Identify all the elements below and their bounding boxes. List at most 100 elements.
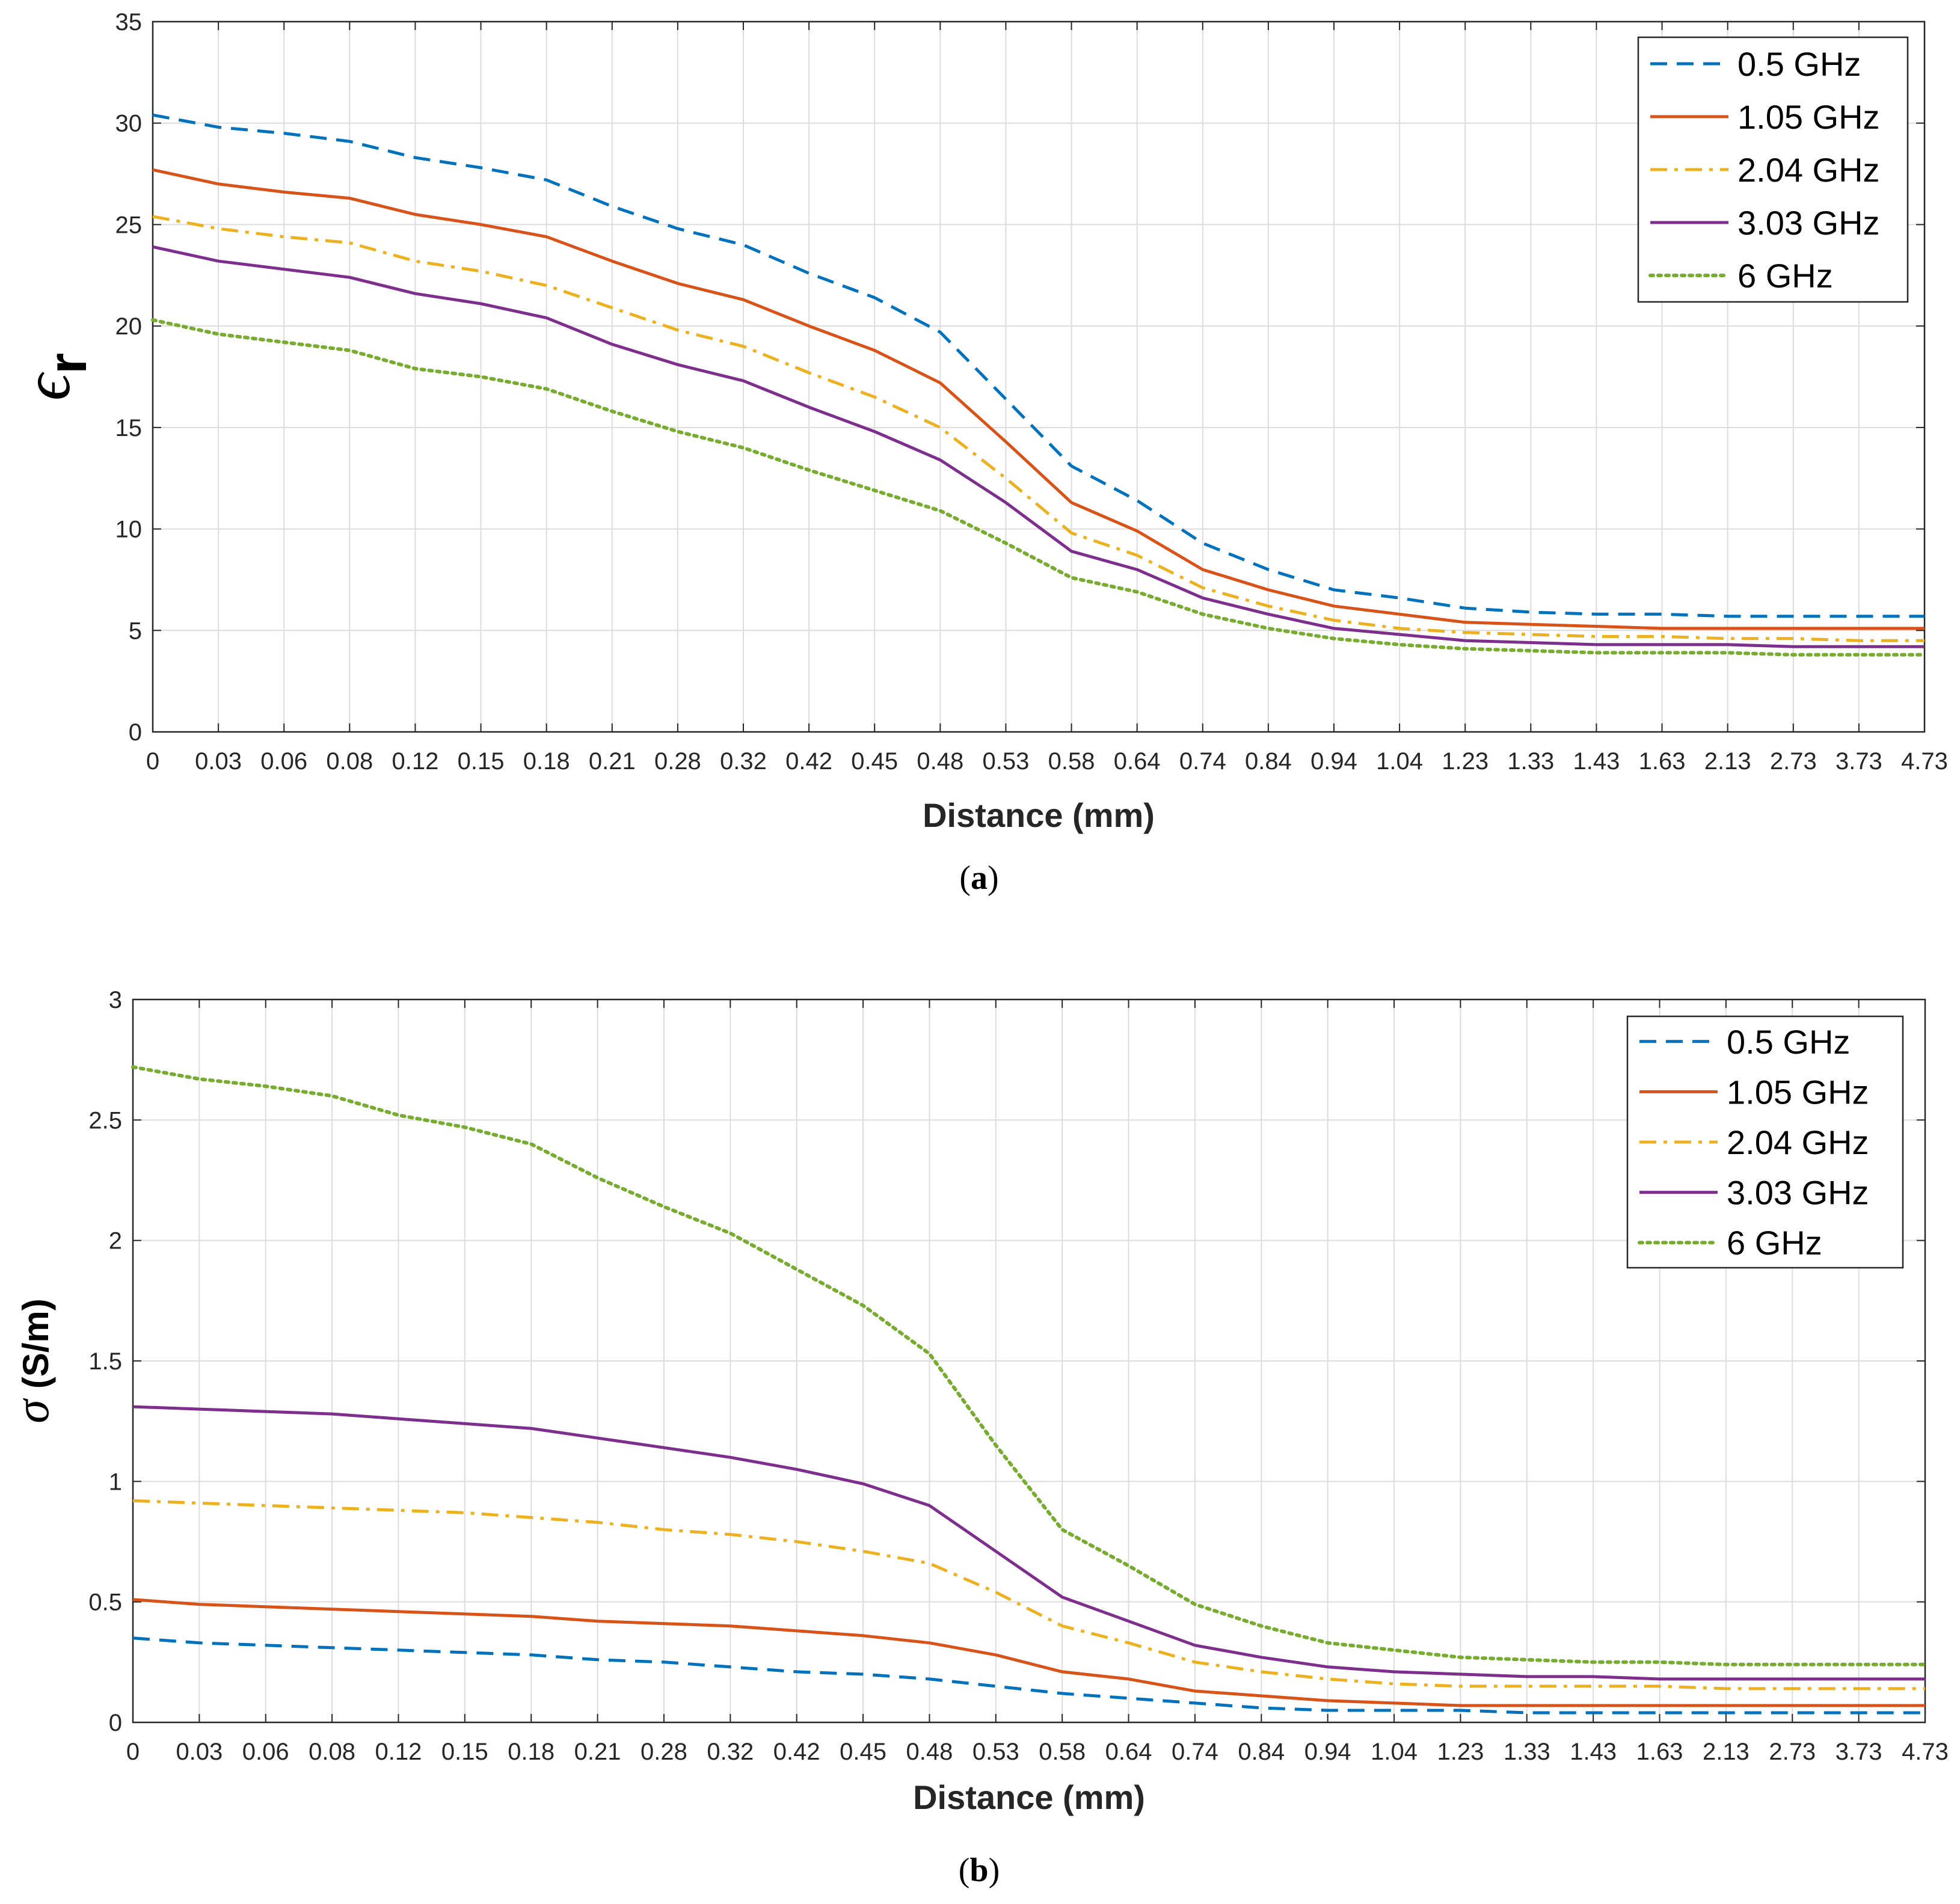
- x-axis-title: Distance (mm): [923, 796, 1155, 834]
- x-tick-label: 0.28: [654, 748, 701, 775]
- x-tick-label: 2.13: [1703, 1739, 1750, 1765]
- x-tick-label: 0.84: [1245, 748, 1292, 775]
- x-tick-label: 0.58: [1048, 748, 1095, 775]
- x-tick-label: 1.23: [1442, 748, 1488, 775]
- x-tick-label: 3.73: [1836, 748, 1882, 775]
- series-line-6-GHz: [151, 318, 1926, 657]
- x-tick-label: 1.43: [1570, 1739, 1617, 1765]
- x-tick-label: 1.63: [1639, 748, 1686, 775]
- legend: 0.5 GHz 1.05 GHz 2.04 GHz 3.03 GHz 6 GHz: [1637, 36, 1909, 303]
- y-tick-label: 2.5: [88, 1107, 122, 1134]
- x-tick-label: 1.04: [1371, 1739, 1418, 1765]
- x-tick-label: 0.74: [1179, 748, 1226, 775]
- panel-caption-close: ): [989, 1852, 1000, 1889]
- y-axis-title: ϵr: [10, 353, 98, 401]
- x-tick-label: 0.08: [326, 748, 373, 775]
- y-axis-symbol: σ: [6, 1398, 59, 1423]
- x-tick-label: 0.84: [1238, 1739, 1285, 1765]
- x-tick-label: 0.94: [1310, 748, 1357, 775]
- x-tick-label: 0.21: [589, 748, 636, 775]
- x-tick-label: 0.06: [242, 1739, 289, 1765]
- legend-label: 2.04 GHz: [1727, 1123, 1869, 1161]
- x-tick-label: 4.73: [1902, 1739, 1949, 1765]
- x-tick-label: 0.03: [176, 1739, 223, 1765]
- series-line-3_03-GHz: [132, 1405, 1925, 1681]
- x-tick-label: 0.18: [523, 748, 570, 775]
- y-tick-label: 0.5: [88, 1589, 122, 1616]
- x-tick-label: 1.33: [1507, 748, 1554, 775]
- x-tick-label: 0.42: [773, 1739, 820, 1765]
- y-axis-title: σ (S/m): [6, 1298, 59, 1423]
- x-tick-label: 0: [126, 1739, 140, 1765]
- legend-label: 3.03 GHz: [1727, 1174, 1869, 1212]
- x-tick-label: 0: [146, 748, 159, 775]
- panel-caption-close: ): [988, 859, 999, 897]
- y-tick-label: 25: [115, 212, 143, 238]
- y-tick-label: 10: [115, 517, 143, 543]
- x-tick-label: 1.43: [1573, 748, 1620, 775]
- x-tick-label: 1.63: [1636, 1739, 1683, 1765]
- x-tick-label: 0.12: [375, 1739, 422, 1765]
- series-line-1_05-GHz: [152, 168, 1925, 630]
- x-tick-label: 0.18: [508, 1739, 555, 1765]
- x-tick-label: 0.45: [840, 1739, 886, 1765]
- x-tick-label: 0.45: [851, 748, 898, 775]
- legend-label: 0.5 GHz: [1727, 1023, 1850, 1061]
- y-tick-label: 2: [109, 1228, 122, 1254]
- series-line-0_5-GHz: [152, 113, 1925, 618]
- chart-a: 0 0.03 0.06 0.08 0.12 0.15 0.18 0.21 0.28 0.32 0.4…: [10, 9, 1948, 897]
- chart-b: 0 0.03 0.06 0.08 0.12 0.15 0.18 0.21 0.28 0.32 0.4…: [6, 987, 1949, 1889]
- x-tick-label: 0.15: [458, 748, 505, 775]
- legend-label: 1.05 GHz: [1727, 1073, 1869, 1111]
- x-tick-label: 1.23: [1437, 1739, 1484, 1765]
- y-tick-label: 30: [115, 111, 143, 137]
- x-tick-label: 0.48: [906, 1739, 953, 1765]
- x-tick-label: 0.12: [392, 748, 439, 775]
- x-tick-label: 0.42: [785, 748, 832, 775]
- x-tick-label: 0.03: [195, 748, 242, 775]
- panel-caption-open: (: [959, 859, 971, 897]
- legend-box: [1637, 36, 1909, 303]
- x-tick-label: 0.58: [1039, 1739, 1086, 1765]
- legend-box: [1626, 1015, 1904, 1269]
- y-axis-unit: (S/m): [16, 1298, 56, 1389]
- x-tick-label: 0.53: [983, 748, 1030, 775]
- x-tick-label: 0.74: [1172, 1739, 1218, 1765]
- series-line-1_05-GHz: [132, 1598, 1925, 1707]
- y-tick-label: 0: [129, 719, 142, 746]
- panel-caption-letter: b: [969, 1852, 988, 1889]
- x-tick-label: 0.32: [707, 1739, 754, 1765]
- x-tick-label: 0.06: [260, 748, 307, 775]
- x-axis-title: Distance (mm): [913, 1778, 1145, 1816]
- legend-label: 6 GHz: [1727, 1224, 1822, 1262]
- series-line-3_03-GHz: [152, 245, 1925, 648]
- y-tick-label: 20: [115, 313, 143, 340]
- x-tick-label: 0.15: [441, 1739, 488, 1765]
- legend: 0.5 GHz 1.05 GHz 2.04 GHz 3.03 GHz 6 GHz: [1626, 1015, 1904, 1269]
- x-tick-label: 2.13: [1704, 748, 1751, 775]
- x-tick-label: 0.53: [972, 1739, 1019, 1765]
- panel-caption-open: (: [959, 1852, 970, 1889]
- panel-caption-letter: a: [971, 859, 988, 897]
- x-tick-label: 0.21: [574, 1739, 621, 1765]
- x-tick-label: 0.28: [641, 1739, 687, 1765]
- series-line-2_04-GHz: [152, 215, 1925, 642]
- y-axis-symbol: ϵ: [10, 372, 84, 401]
- y-tick-label: 0: [109, 1710, 122, 1736]
- x-tick-label: 1.33: [1504, 1739, 1550, 1765]
- x-tick-label: 0.32: [720, 748, 767, 775]
- x-tick-label: 0.94: [1304, 1739, 1351, 1765]
- y-tick-label: 1.5: [88, 1348, 122, 1375]
- series-line-6-GHz: [131, 1065, 1927, 1666]
- y-tick-label: 15: [115, 415, 143, 441]
- panel-caption: (a): [959, 859, 998, 897]
- x-tick-label: 1.04: [1376, 748, 1423, 775]
- y-tick-label: 5: [129, 618, 142, 644]
- legend-label: 1.05 GHz: [1737, 98, 1880, 136]
- legend-label: 6 GHz: [1737, 257, 1833, 295]
- panel-caption: (b): [959, 1852, 1000, 1889]
- legend-label: 2.04 GHz: [1737, 151, 1880, 189]
- x-tick-label: 2.73: [1769, 1739, 1816, 1765]
- x-tick-label: 2.73: [1770, 748, 1817, 775]
